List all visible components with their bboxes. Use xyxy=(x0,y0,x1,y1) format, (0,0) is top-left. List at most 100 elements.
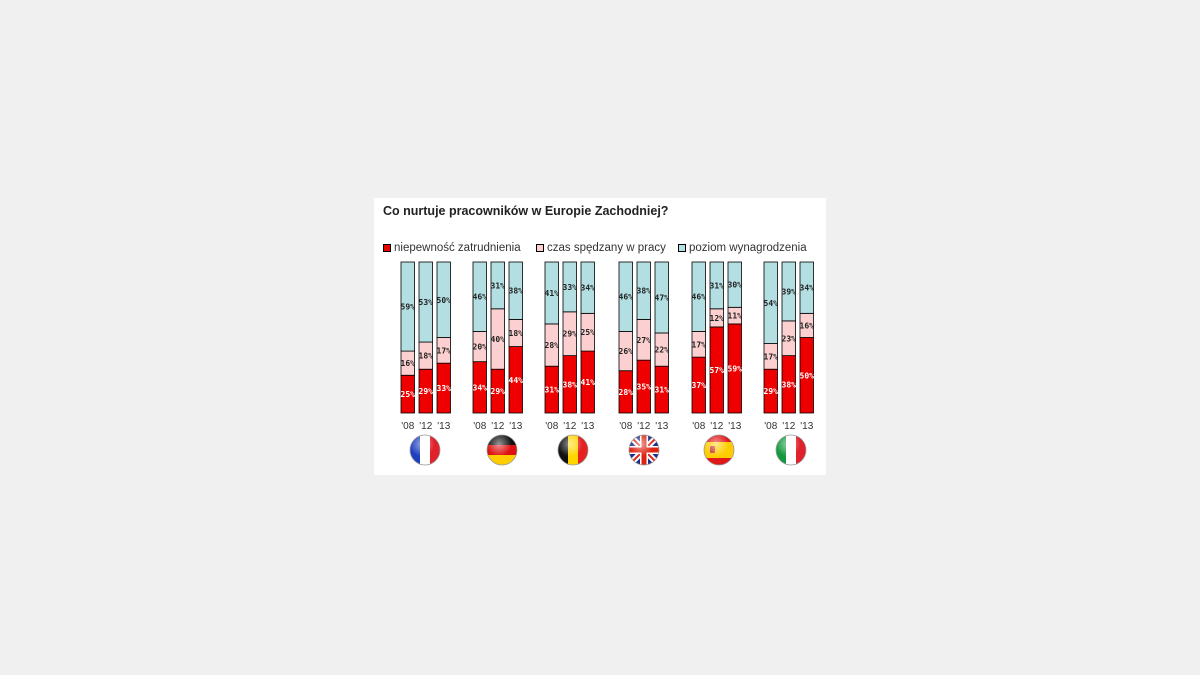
bar-segment-salary-level xyxy=(490,261,505,310)
data-label: 38% xyxy=(563,380,578,389)
data-label: 11% xyxy=(728,312,743,321)
year-tick-label: '08 xyxy=(401,421,414,432)
year-tick-label: '08 xyxy=(764,421,777,432)
bar-segment-salary-level xyxy=(580,261,595,314)
data-label: 16% xyxy=(800,321,815,330)
bar-segment-salary-level xyxy=(472,261,487,332)
data-label: 26% xyxy=(619,347,634,356)
data-label: 41% xyxy=(581,378,596,387)
data-label: 27% xyxy=(637,336,652,345)
bar-segment-salary-level xyxy=(618,261,633,332)
year-tick-label: '13 xyxy=(437,421,450,432)
legend-label: poziom wynagrodzenia xyxy=(689,241,807,254)
data-label: 17% xyxy=(437,346,452,355)
data-label: 18% xyxy=(419,352,434,361)
data-label: 30% xyxy=(728,281,743,290)
data-label: 46% xyxy=(619,293,634,302)
data-label: 47% xyxy=(655,293,670,302)
legend-swatch-teal xyxy=(678,243,686,252)
data-label: 50% xyxy=(437,296,452,305)
data-label: 59% xyxy=(728,364,743,373)
data-label: 38% xyxy=(637,287,652,296)
bar-segment-salary-level xyxy=(709,261,724,310)
data-label: 31% xyxy=(655,386,670,395)
data-label: 29% xyxy=(419,387,434,396)
data-label: 29% xyxy=(491,387,506,396)
data-label: 29% xyxy=(563,330,578,339)
data-label: 28% xyxy=(619,388,634,397)
year-tick-label: '12 xyxy=(491,421,504,432)
bar-segment-salary-level xyxy=(562,261,577,313)
data-label: 17% xyxy=(764,352,779,361)
uk-flag-icon xyxy=(628,434,660,466)
year-tick-label: '12 xyxy=(710,421,723,432)
bar-segment-salary-level xyxy=(508,261,523,320)
data-label: 54% xyxy=(764,299,779,308)
legend-label: czas spędzany w pracy xyxy=(547,241,666,254)
year-tick-label: '13 xyxy=(800,421,813,432)
data-label: 29% xyxy=(764,387,779,396)
belgium-flag-icon xyxy=(557,434,589,466)
chart-legend: niepewność zatrudnienia czas spędzany w … xyxy=(374,239,826,255)
data-label: 53% xyxy=(419,298,434,307)
data-label: 44% xyxy=(509,376,524,385)
legend-item-time-at-work: czas spędzany w pracy xyxy=(536,239,666,254)
data-label: 23% xyxy=(782,334,797,343)
data-label: 37% xyxy=(692,381,707,390)
stacked-bar-chart: 25%16%59%'0829%18%53%'1233%17%50%'1334%2… xyxy=(400,261,815,432)
year-tick-label: '13 xyxy=(581,421,594,432)
data-label: 57% xyxy=(710,366,725,375)
year-tick-label: '13 xyxy=(728,421,741,432)
data-label: 20% xyxy=(473,343,488,352)
year-tick-label: '08 xyxy=(692,421,705,432)
data-label: 16% xyxy=(401,359,416,368)
data-label: 34% xyxy=(473,383,488,392)
bar-segment-salary-level xyxy=(654,261,669,334)
data-label: 59% xyxy=(401,303,416,312)
bar-segment-salary-level xyxy=(418,261,433,343)
data-label: 34% xyxy=(581,284,596,293)
data-label: 28% xyxy=(545,341,560,350)
bar-segment-salary-level xyxy=(781,261,796,322)
bar-segment-salary-level xyxy=(799,261,814,314)
bar-segment-salary-level xyxy=(763,261,778,344)
legend-label: niepewność zatrudnienia xyxy=(394,241,521,254)
year-tick-label: '12 xyxy=(782,421,795,432)
data-label: 31% xyxy=(491,281,506,290)
legend-item-employment-uncertainty: niepewność zatrudnienia xyxy=(383,239,521,254)
data-label: 22% xyxy=(655,346,670,355)
data-label: 33% xyxy=(437,384,452,393)
data-label: 35% xyxy=(637,383,652,392)
year-tick-label: '08 xyxy=(619,421,632,432)
year-tick-label: '13 xyxy=(655,421,668,432)
chart-card: Co nurtuje pracowników w Europie Zachodn… xyxy=(374,198,826,475)
year-tick-label: '12 xyxy=(419,421,432,432)
bar-segment-salary-level xyxy=(727,261,742,308)
bar-segment-salary-level xyxy=(636,261,651,320)
year-tick-label: '08 xyxy=(473,421,486,432)
data-label: 31% xyxy=(545,386,560,395)
data-label: 25% xyxy=(401,390,416,399)
germany-flag-icon xyxy=(486,434,518,466)
data-label: 34% xyxy=(800,284,815,293)
bar-segment-salary-level xyxy=(544,261,559,325)
data-label: 31% xyxy=(710,281,725,290)
year-tick-label: '08 xyxy=(545,421,558,432)
bar-segment-salary-level xyxy=(691,261,706,332)
data-label: 50% xyxy=(800,371,815,380)
year-tick-label: '12 xyxy=(563,421,576,432)
year-tick-label: '13 xyxy=(509,421,522,432)
spain-flag-icon xyxy=(703,434,735,466)
data-label: 18% xyxy=(509,329,524,338)
legend-swatch-pink xyxy=(536,243,544,252)
legend-item-salary-level: poziom wynagrodzenia xyxy=(678,239,807,254)
data-label: 38% xyxy=(782,380,797,389)
data-label: 17% xyxy=(692,340,707,349)
chart-title: Co nurtuje pracowników w Europie Zachodn… xyxy=(383,204,669,218)
data-label: 46% xyxy=(692,293,707,302)
bar-segment-salary-level xyxy=(400,261,415,352)
data-label: 46% xyxy=(473,293,488,302)
data-label: 39% xyxy=(782,287,797,296)
france-flag-icon xyxy=(409,434,441,466)
data-label: 38% xyxy=(509,287,524,296)
